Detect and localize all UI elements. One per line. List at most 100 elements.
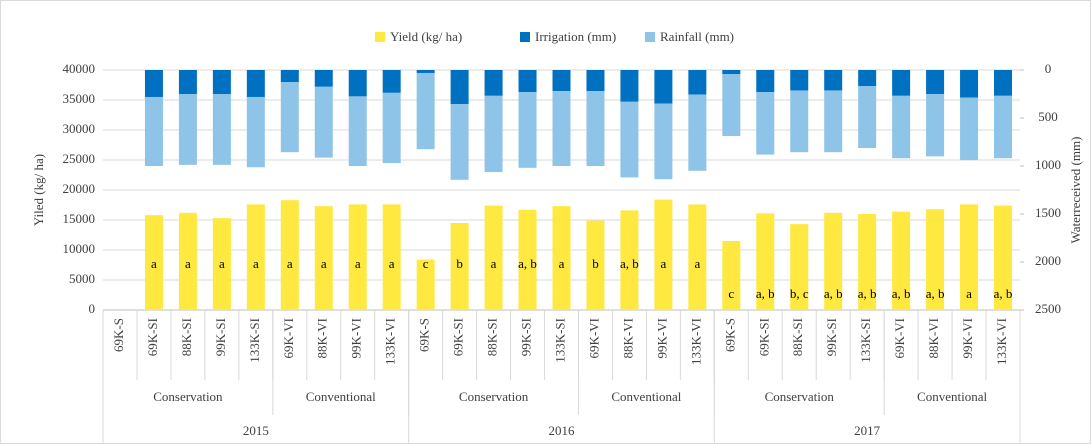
bar-segment (280, 82, 299, 153)
bar-segment (926, 70, 945, 94)
bar (348, 204, 367, 310)
bar-segment (178, 94, 197, 165)
group-label: Conservation (459, 389, 529, 404)
legend-label: Yield (kg/ ha) (390, 29, 462, 44)
bar-segment (858, 70, 877, 87)
annotation: a (151, 256, 157, 271)
x-tick-label: 99K-SI (519, 318, 534, 356)
x-tick-label: 88K-VI (315, 318, 330, 358)
y-tick-label: 30000 (63, 121, 96, 136)
bar-segment (722, 70, 741, 75)
x-tick-label: 69K-VI (586, 318, 601, 358)
y2-tick-label: 2000 (1035, 253, 1061, 268)
y2-axis-title: Waterreceived (mm) (1068, 137, 1083, 244)
x-tick-label: 88K-SI (790, 318, 805, 356)
x-tick-label: 88K-SI (179, 318, 194, 356)
y-tick-label: 15000 (63, 211, 96, 226)
bar-segment (144, 96, 163, 166)
y2-tick-label: 500 (1038, 109, 1058, 124)
bar-segment (790, 70, 809, 91)
bar-segment (450, 70, 469, 105)
y-tick-label: 5000 (69, 271, 95, 286)
bar-segment (790, 90, 809, 153)
x-tick-label: 69K-S (111, 318, 126, 352)
bar-segment (382, 92, 401, 164)
bar-segment (654, 103, 673, 180)
x-tick-label: 133K-VI (383, 318, 398, 365)
bar (246, 204, 265, 310)
bar (654, 199, 673, 310)
bar (144, 215, 163, 310)
legend-label: Rainfall (mm) (660, 29, 734, 44)
bar-segment (246, 96, 265, 168)
bar-segment (518, 92, 537, 168)
bar (926, 209, 945, 310)
y2-tick-label: 2500 (1035, 301, 1061, 316)
bar-segment (586, 70, 605, 92)
x-tick-label: 133K-SI (858, 318, 873, 363)
y2-tick-label: 1500 (1035, 205, 1061, 220)
x-tick-label: 99K-SI (824, 318, 839, 356)
bar-segment (926, 94, 945, 157)
bar-segment (620, 70, 639, 102)
bar-segment (892, 70, 911, 96)
bar-segment (450, 104, 469, 180)
x-tick-label: 99K-VI (960, 318, 975, 358)
annotation: a, b (824, 286, 843, 301)
bar-segment (144, 70, 163, 97)
bar-segment (416, 70, 435, 73)
y-axis-title: Yiled (kg/ ha) (31, 154, 46, 226)
annotation: a, b (518, 256, 537, 271)
y2-tick-label: 0 (1045, 61, 1052, 76)
bar-segment (416, 72, 435, 150)
y-tick-label: 35000 (63, 91, 96, 106)
bar-segment (960, 70, 979, 98)
y-tick-label: 40000 (63, 61, 96, 76)
bar-segment (756, 70, 775, 93)
bar-segment (688, 94, 707, 171)
bar-segment (654, 70, 673, 104)
bar-segment (552, 70, 571, 92)
x-tick-label: 133K-SI (552, 318, 567, 363)
annotation: a, b (892, 286, 911, 301)
bar-segment (382, 70, 401, 93)
annotation: b (592, 256, 599, 271)
annotation: a (185, 256, 191, 271)
annotation: b (456, 256, 463, 271)
bar (450, 223, 469, 310)
bar-segment (348, 70, 367, 97)
bar-segment (246, 70, 265, 97)
bar (280, 200, 299, 310)
x-tick-label: 69K-SI (145, 318, 160, 356)
bar-segment (348, 96, 367, 166)
annotation: a, b (620, 256, 639, 271)
annotation: a (694, 256, 700, 271)
bar-segment (178, 70, 197, 94)
group-label: Conservation (153, 389, 223, 404)
y-tick-label: 20000 (63, 181, 96, 196)
annotation: a (491, 256, 497, 271)
bar-segment (484, 70, 503, 96)
annotation: a (219, 256, 225, 271)
bar-segment (994, 70, 1013, 96)
y-tick-label: 25000 (63, 151, 96, 166)
x-tick-label: 133K-VI (994, 318, 1009, 365)
legend-label: Irrigation (mm) (535, 29, 616, 44)
bar-segment (756, 92, 775, 155)
x-tick-label: 99K-VI (349, 318, 364, 358)
x-tick-label: 88K-VI (620, 318, 635, 358)
x-tick-label: 69K-SI (451, 318, 466, 356)
x-tick-label: 99K-SI (213, 318, 228, 356)
x-tick-label: 69K-S (722, 318, 737, 352)
year-label: 2015 (243, 423, 269, 438)
group-label: Conservation (765, 389, 835, 404)
bar-segment (858, 86, 877, 149)
bar (518, 209, 537, 310)
group-label: Conventional (306, 389, 376, 404)
bar-segment (518, 70, 537, 93)
bar (484, 205, 503, 310)
annotation: a (253, 256, 259, 271)
legend-swatch (520, 32, 530, 42)
bar (314, 206, 333, 310)
